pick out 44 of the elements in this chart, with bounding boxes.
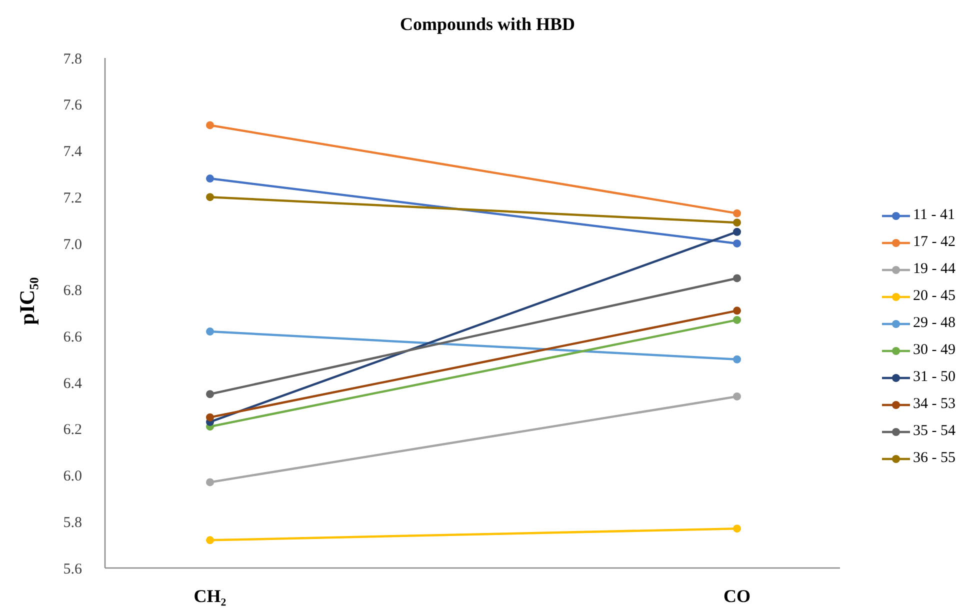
point	[206, 121, 214, 130]
point	[733, 392, 741, 400]
point	[206, 536, 214, 544]
point	[733, 316, 741, 324]
point	[733, 218, 741, 227]
y-tick-label: 7.2	[63, 190, 82, 206]
point	[206, 390, 214, 398]
point	[206, 328, 214, 336]
y-tick-label: 7.0	[63, 236, 82, 253]
legend-label: 30 - 49	[913, 342, 956, 359]
point	[733, 239, 741, 248]
y-tick-label: 5.6	[63, 561, 82, 578]
y-tick-label: 7.6	[63, 98, 82, 114]
point	[206, 478, 214, 486]
legend-label: 19 - 44	[913, 261, 956, 278]
y-tick-label: 7.4	[63, 144, 82, 160]
y-tick-label: 6.8	[63, 283, 82, 300]
legend-label: 11 - 41	[913, 207, 955, 224]
legend-label: 20 - 45	[913, 288, 956, 305]
point	[206, 413, 214, 422]
legend-label: 36 - 55	[913, 450, 956, 467]
point	[733, 228, 741, 236]
legend-label: 34 - 53	[913, 396, 956, 413]
y-tick-label: 7.8	[63, 51, 82, 68]
x-tick-label: CO	[724, 586, 750, 606]
point	[206, 174, 214, 183]
point	[733, 524, 741, 533]
legend-label: 35 - 54	[913, 423, 956, 440]
y-tick-label: 6.6	[63, 330, 82, 346]
legend-label: 17 - 42	[913, 234, 956, 251]
y-tick-label: 6.2	[63, 422, 82, 438]
x-tick-label: CH₂	[194, 586, 226, 606]
point	[733, 209, 741, 218]
chart-title: Compounds with HBD	[398, 14, 576, 35]
y-tick-label: 6.0	[63, 468, 82, 485]
legend-label: 29 - 48	[913, 315, 956, 332]
point	[733, 274, 741, 282]
y-tick-label: 6.4	[63, 376, 82, 392]
legend-label: 31 - 50	[913, 369, 956, 386]
y-tick-label: 5.8	[63, 514, 82, 531]
point	[733, 306, 741, 315]
y-axis-title: pIC₅₀	[15, 277, 39, 325]
point	[206, 193, 214, 202]
point	[733, 355, 741, 364]
